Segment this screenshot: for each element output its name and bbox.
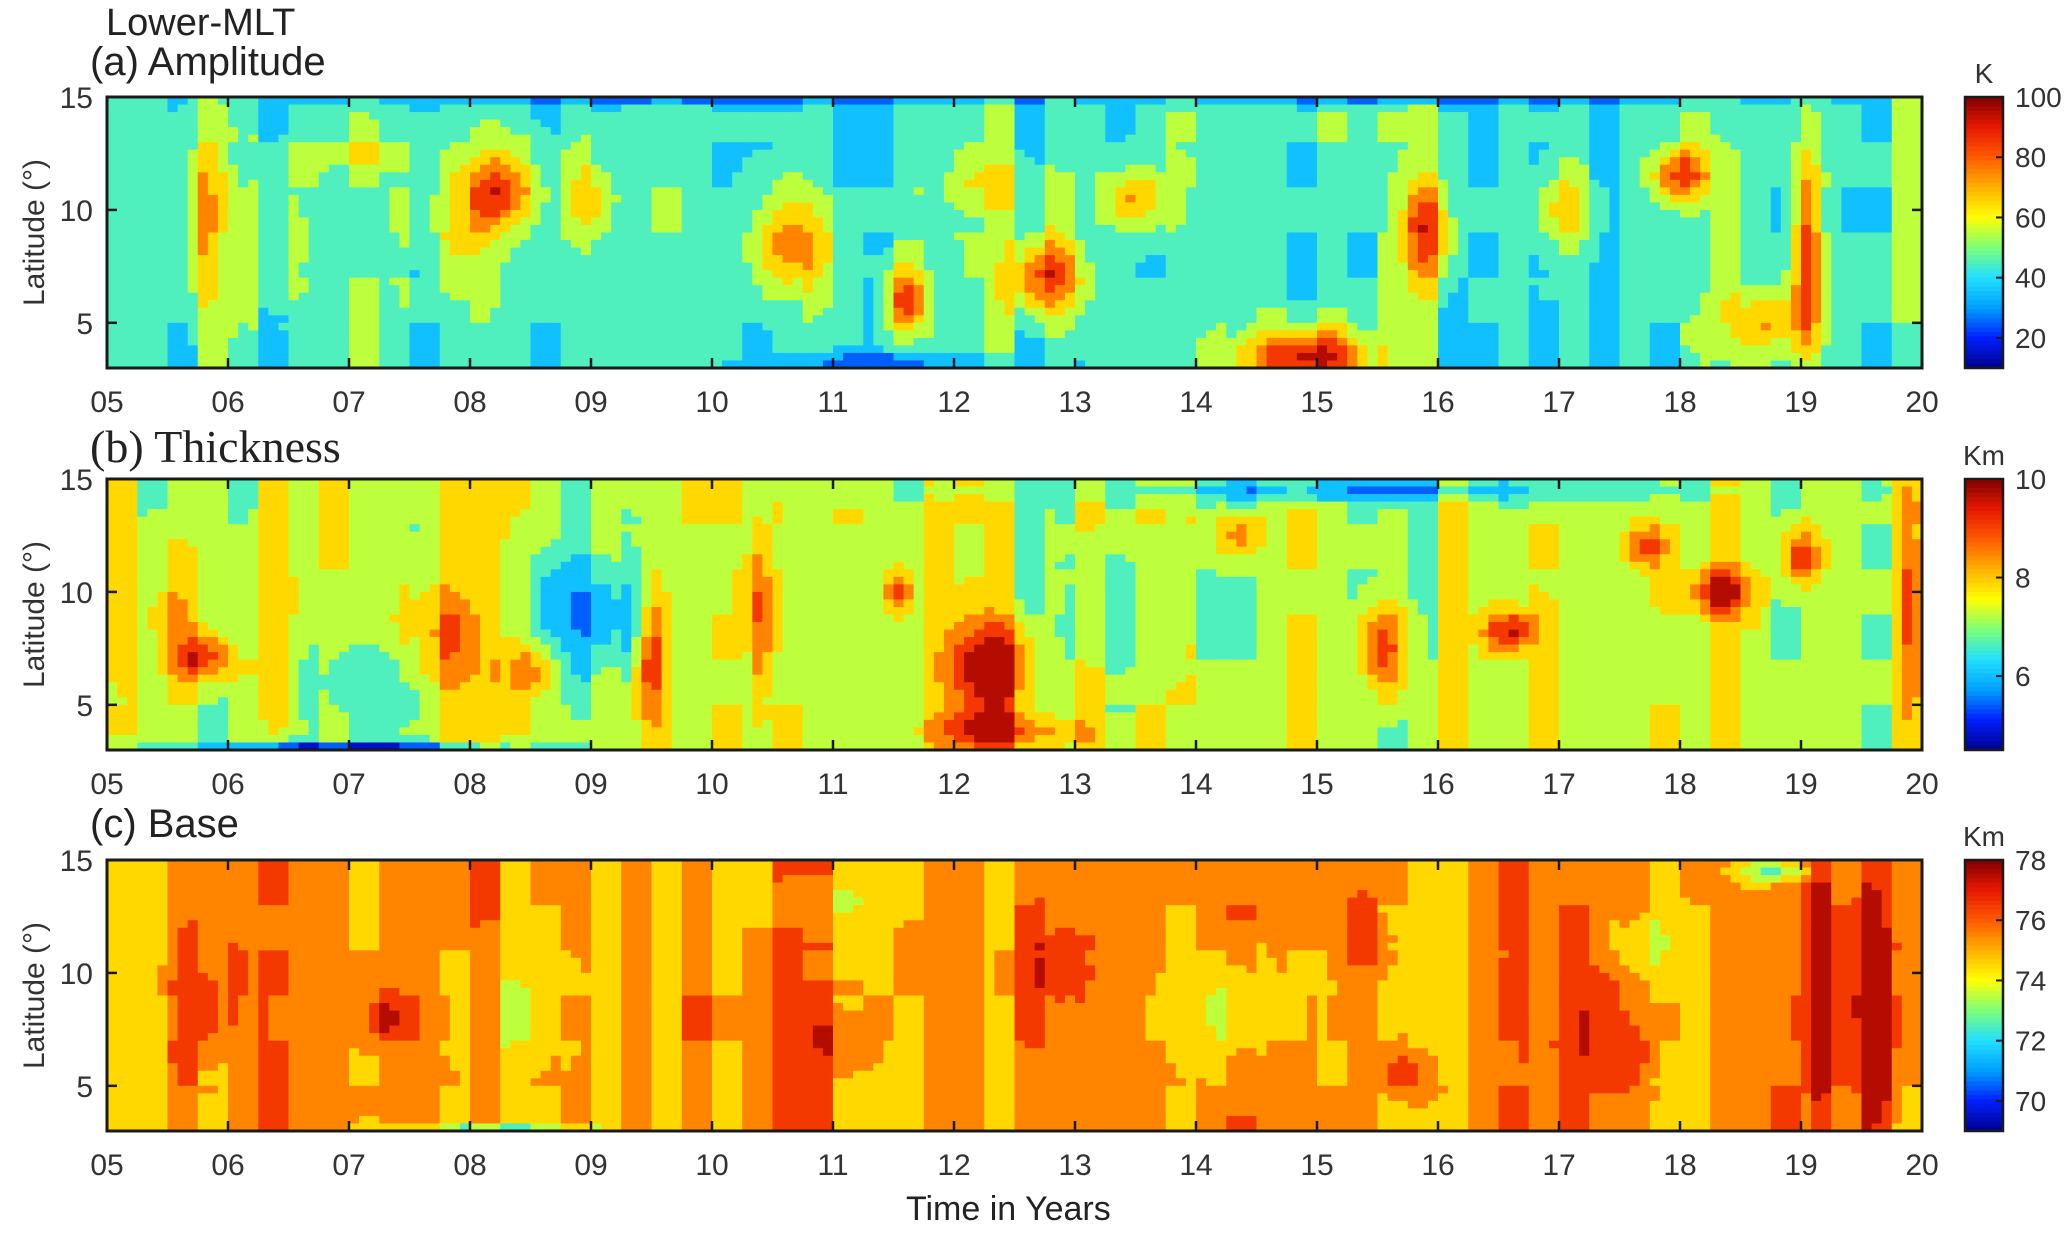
thickness-x-tick-label: 11 [817,768,848,801]
panel-base: 05 06 07 08 09 10 11 12 13 14 15 16 17 18 19 20 5 10 15 Lat… [18,821,2046,1182]
panel-thickness: 05 06 07 08 09 10 11 12 13 14 15 16 17 18 19 20 5 10 15 Lat… [18,440,2046,801]
base-y-tick-label: 5 [76,1071,93,1104]
amplitude-x-tick-label: 12 [937,386,970,419]
amplitude-colorbar-tick-label: 40 [2015,263,2046,294]
base-plot-frame [105,858,1924,1133]
amplitude-x-tick-label: 10 [695,386,728,419]
thickness-x-tick-label: 15 [1300,768,1333,801]
amplitude-colorbar-tick-label: 20 [2015,323,2046,354]
base-y-tick-label: 15 [60,845,93,878]
thickness-x-tick-label: 05 [90,768,123,801]
base-x-tick-label: 17 [1542,1149,1575,1182]
amplitude-x-tick-label: 08 [453,386,486,419]
amplitude-x-tick-label: 05 [90,386,123,419]
base-x-tick-label: 16 [1421,1149,1454,1182]
base-colorbar: 70 72 74 76 78 Km [1963,821,2046,1133]
base-x-tick-label: 09 [574,1149,607,1182]
thickness-y-tick-label: 15 [60,464,93,497]
amplitude-x-tick-label: 17 [1542,386,1575,419]
thickness-colorbar-tick-label: 6 [2015,661,2031,692]
figure-title: Lower-MLT [106,2,296,44]
base-x-tick-label: 19 [1784,1149,1817,1182]
thickness-x-tick-label: 08 [453,768,486,801]
base-x-tick-label: 06 [211,1149,244,1182]
amplitude-x-tick-label: 13 [1058,386,1091,419]
amplitude-x-tick-label: 11 [817,386,848,419]
thickness-x-tick-label: 16 [1421,768,1454,801]
amplitude-x-tick-label: 18 [1663,386,1696,419]
thickness-colorbar-unit: Km [1963,440,2005,471]
base-colorbar-tick-label: 70 [2015,1086,2046,1117]
x-axis-label: Time in Years [906,1190,1111,1228]
amplitude-colorbar-tick-label: 80 [2015,142,2046,173]
amplitude-x-tick-label: 20 [1905,386,1938,419]
amplitude-x-tick-label: 15 [1300,386,1333,419]
amplitude-x-tick-label: 09 [574,386,607,419]
base-x-tick-label: 13 [1058,1149,1091,1182]
thickness-x-tick-label: 09 [574,768,607,801]
base-x-tick-label: 15 [1300,1149,1333,1182]
thickness-x-tick-label: 10 [695,768,728,801]
thickness-y-tick-label: 5 [76,690,93,723]
thickness-x-tick-label: 12 [937,768,970,801]
amplitude-x-tick-label: 16 [1421,386,1454,419]
amplitude-y-tick-label: 5 [76,308,93,341]
thickness-x-tick-label: 18 [1663,768,1696,801]
amplitude-x-tick-label: 07 [332,386,365,419]
amplitude-colorbar-unit: K [1975,58,1994,89]
base-x-tick-label: 14 [1179,1149,1212,1182]
base-colorbar-tick-label: 74 [2015,965,2046,996]
amplitude-y-tick-label: 10 [60,195,93,228]
amplitude-plot-frame [105,95,1924,370]
base-x-tick-label: 05 [90,1149,123,1182]
base-x-tick-label: 20 [1905,1149,1938,1182]
thickness-field [107,479,1923,751]
panel-amplitude: 05 06 07 08 09 10 11 12 13 14 15 16 17 18 19 20 5 10 15 Lat… [18,58,2062,419]
panel-a-title: (a) Amplitude [90,40,326,84]
thickness-x-tick-label: 17 [1542,768,1575,801]
panel-c-title: (c) Base [90,802,239,846]
panel-b-title: (b) Thickness [90,421,341,472]
base-colorbar-tick-label: 78 [2015,845,2046,876]
amplitude-y-axis-label: Latitude (°) [18,159,51,306]
amplitude-x-tick-label: 14 [1179,386,1212,419]
base-y-tick-label: 10 [60,958,93,991]
base-field [107,860,1923,1132]
amplitude-x-tick-label: 06 [211,386,244,419]
base-x-tick-label: 12 [937,1149,970,1182]
thickness-plot-frame [105,477,1924,752]
thickness-x-tick-label: 06 [211,768,244,801]
base-colorbar-unit: Km [1963,821,2005,852]
base-y-axis-label: Latitude (°) [18,922,51,1069]
amplitude-field [107,97,1923,369]
base-x-tick-label: 10 [695,1149,728,1182]
amplitude-colorbar: 20 40 60 80 100 K [1963,58,2062,370]
thickness-y-tick-label: 10 [60,577,93,610]
base-colorbar-tick-label: 76 [2015,905,2046,936]
amplitude-colorbar-tick-label: 60 [2015,202,2046,233]
thickness-x-tick-label: 19 [1784,768,1817,801]
thickness-x-tick-label: 14 [1179,768,1212,801]
thickness-x-tick-label: 20 [1905,768,1938,801]
thickness-x-tick-label: 13 [1058,768,1091,801]
thickness-colorbar-tick-label: 8 [2015,563,2031,594]
amplitude-x-tick-label: 19 [1784,386,1817,419]
thickness-x-tick-label: 07 [332,768,365,801]
amplitude-y-tick-label: 15 [60,82,93,115]
base-x-tick-label: 07 [332,1149,365,1182]
base-x-tick-label: 08 [453,1149,486,1182]
thickness-y-axis-label: Latitude (°) [18,541,51,688]
base-x-tick-label: 11 [817,1149,848,1182]
amplitude-colorbar-tick-label: 100 [2015,82,2062,113]
base-colorbar-tick-label: 72 [2015,1026,2046,1057]
thickness-colorbar: 6 8 10 Km [1963,440,2046,752]
base-x-tick-label: 18 [1663,1149,1696,1182]
thickness-colorbar-tick-label: 10 [2015,464,2046,495]
